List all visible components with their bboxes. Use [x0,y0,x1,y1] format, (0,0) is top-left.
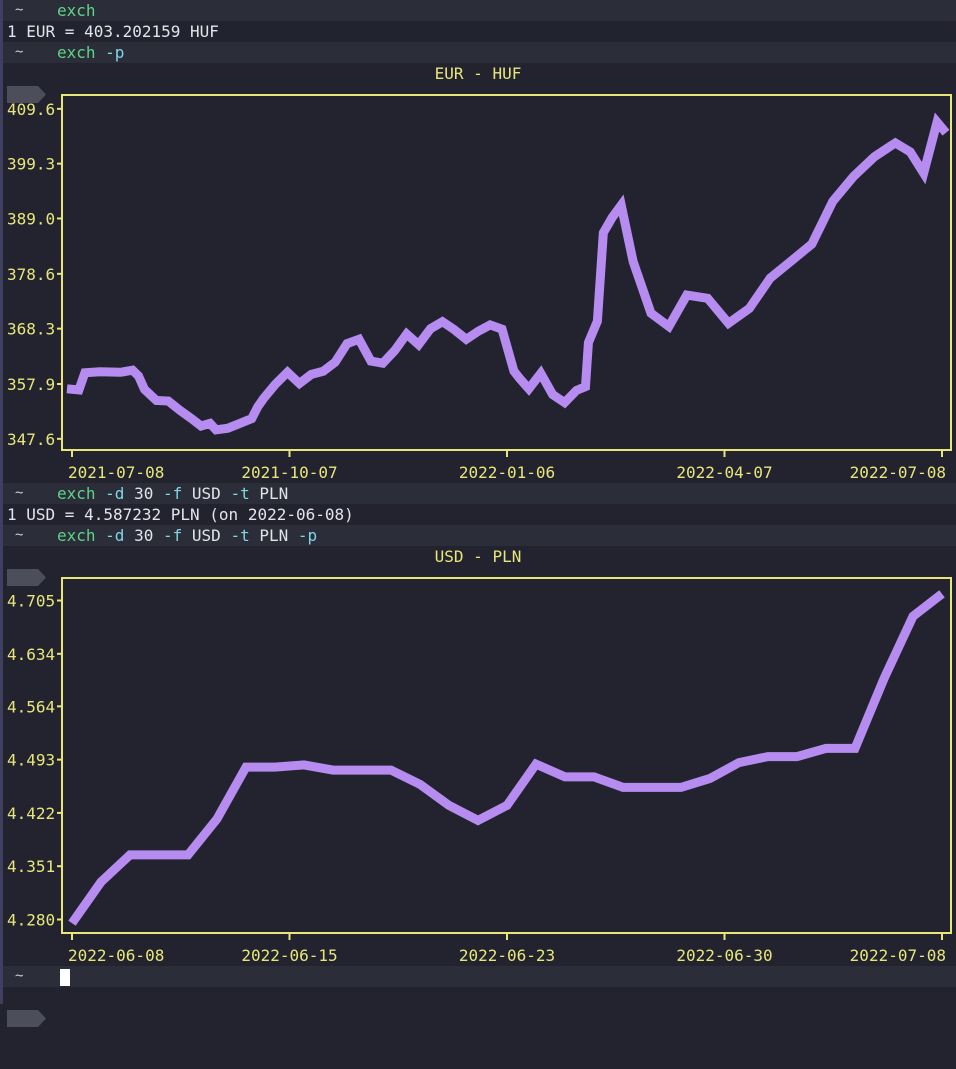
y-tick-label: 4.422 [7,804,55,823]
x-tick-label: 2022-04-07 [676,463,772,482]
chart-usd-pln: 4.280 4.351 4.422 4.493 4.564 4.634 4.705 2022-… [7,577,952,965]
y-tick-label: 4.705 [7,592,55,611]
y-tick-label: 409.6 [7,100,55,119]
y-tick-label: 347.6 [7,430,55,449]
y-tick-label: 389.0 [7,209,55,228]
command-text: exch [57,1,96,20]
y-tick-label: 357.9 [7,375,55,394]
x-tick-label: 2021-07-08 [68,463,164,482]
x-tick-label: 2022-06-23 [459,946,555,965]
prompt-arrow-icon [7,44,47,103]
prompt-arrow-icon [7,968,47,1027]
command-text: exch -d 30 -f USD -t PLN -p [57,526,318,545]
chart-title-eur-huf: EUR - HUF [434,64,522,83]
y-tick-label: 4.280 [7,910,55,929]
x-tick-label: 2022-06-08 [68,946,164,965]
output-line-1: 1 EUR = 403.202159 HUF [3,21,956,42]
window-left-border [0,0,3,1004]
x-tick-label: 2022-06-15 [241,946,337,965]
y-tick-label: 399.3 [7,155,55,174]
output-line-2: 1 USD = 4.587232 PLN (on 2022-06-08) [3,504,956,525]
y-tick-label: 4.634 [7,645,55,664]
y-tick-label: 4.493 [7,751,55,770]
prompt-tilde: ~ [15,2,24,18]
prompt-tilde: ~ [15,44,24,60]
prompt-line-5[interactable]: ~ [3,966,956,1027]
series-line [66,112,950,435]
x-tick-label: 2022-01-06 [459,463,555,482]
text-cursor [60,969,70,986]
prompt-line-2: ~ exch -p [3,42,956,103]
prompt-line-4: ~ exch -d 30 -f USD -t PLN -p [3,525,956,586]
x-tick-label: 2022-06-30 [676,946,772,965]
output-text: 1 EUR = 403.202159 HUF [7,22,219,41]
x-tick-label: 2022-07-08 [850,463,946,482]
command-text: exch -d 30 -f USD -t PLN [57,484,289,503]
plot-frame [61,94,952,451]
chart-title-usd-pln: USD - PLN [434,547,522,566]
command-text: exch -p [57,43,125,62]
prompt-line-3: ~ exch -d 30 -f USD -t PLN [3,483,956,544]
prompt-arrow-icon [7,485,47,544]
x-tick-label: 2022-07-08 [850,946,946,965]
output-text: 1 USD = 4.587232 PLN (on 2022-06-08) [7,505,354,524]
y-tick-label: 4.351 [7,857,55,876]
y-tick-label: 368.3 [7,320,55,339]
x-tick-label: 2021-10-07 [241,463,337,482]
prompt-arrow-icon [7,527,47,586]
plot-frame [61,577,952,934]
y-tick-label: 378.6 [7,265,55,284]
prompt-tilde: ~ [15,485,24,501]
chart-eur-huf: 347.6 357.9 368.3 378.6 389.0 399.3 409.6 2021-… [7,94,952,482]
y-tick-label: 4.564 [7,697,55,716]
prompt-arrow-icon [7,2,47,61]
prompt-tilde: ~ [15,527,24,543]
prompt-tilde: ~ [15,968,24,984]
prompt-line-1: ~ exch [3,0,956,61]
series-line [68,590,945,926]
